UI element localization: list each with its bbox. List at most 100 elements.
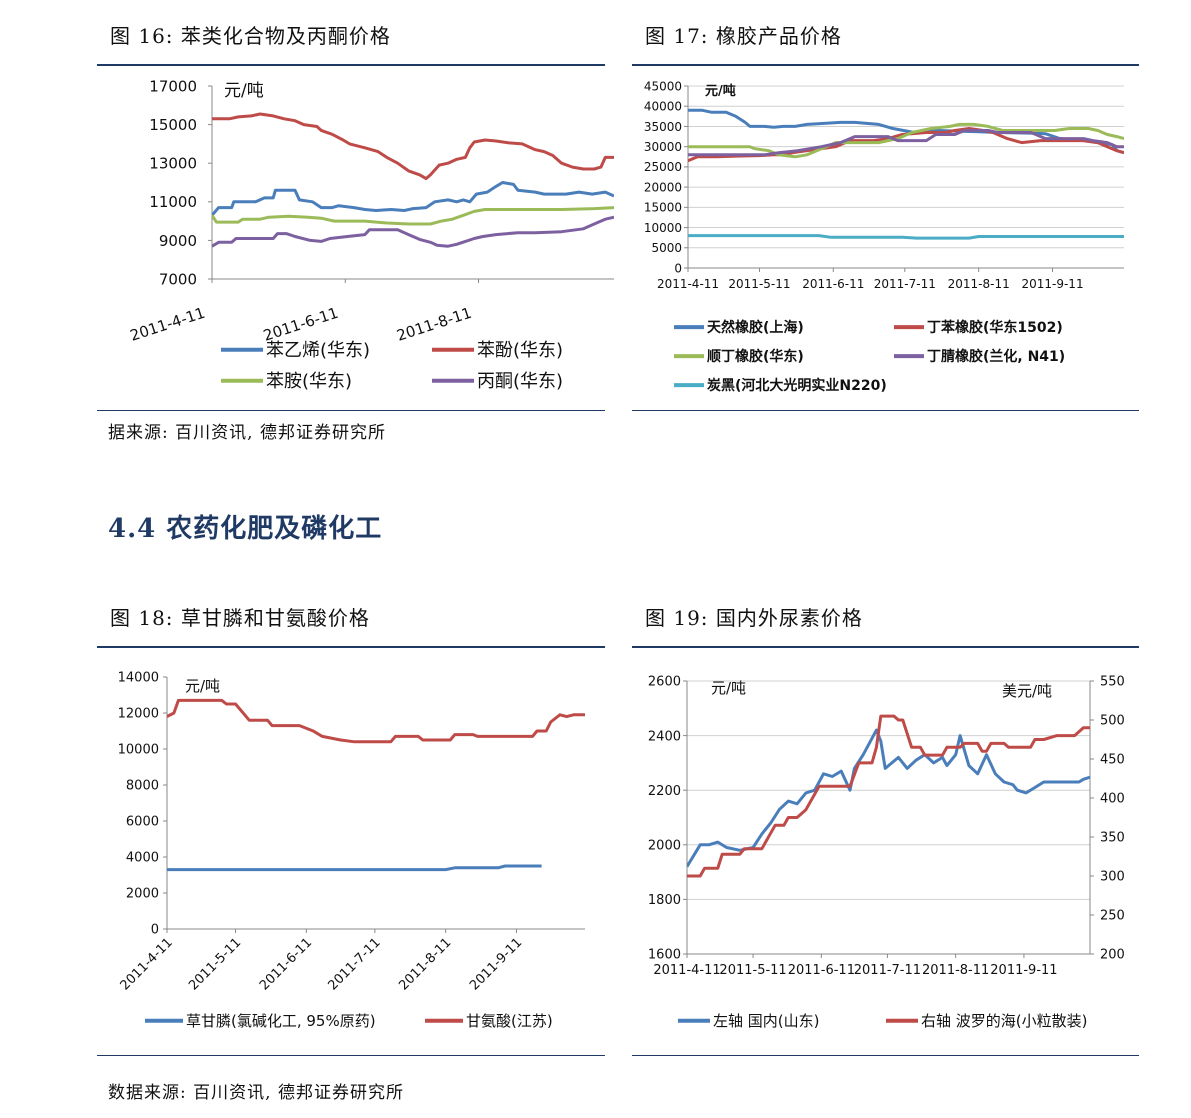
fig17-ytick-label: 25000 [644, 160, 682, 174]
fig16-legend-label: 苯乙烯(华东) [266, 340, 370, 361]
fig19-ytick-right-label: 350 [1100, 831, 1125, 846]
fig19-ytick-label: 1600 [648, 948, 681, 963]
fig19-legend-label: 右轴 波罗的海(小粒散装) [921, 1012, 1087, 1030]
fig16-plot: 7000 9000 11000 13000 15000 17000 2011-4-11 201… [128, 77, 614, 345]
fig18-xtick-label: 2011-7-11 [326, 935, 384, 993]
fig17-ytick-label: 10000 [644, 221, 682, 235]
fig18-ytick-label: 12000 [118, 707, 159, 722]
fig16-title: 图 16: 苯类化合物及丙酮价格 [110, 24, 391, 48]
fig19-xtick-label: 2011-4-11 [653, 963, 720, 978]
fig16-ytick-label: 9000 [159, 232, 197, 250]
fig17-ytick-label: 20000 [644, 180, 682, 194]
fig16-ytick-label: 7000 [159, 270, 197, 288]
fig17-xtick-label: 2011-7-11 [874, 277, 936, 291]
fig19-xtick-label: 2011-5-11 [719, 963, 786, 978]
fig17-ytick-label: 30000 [644, 140, 682, 154]
fig17-xtick-label: 2011-5-11 [728, 277, 790, 291]
fig19-bottom-rule [632, 1055, 1139, 1056]
fig19-series-line-1 [687, 714, 1090, 878]
fig18-xtick-label: 2011-4-11 [118, 935, 176, 993]
fig18-top-rule [97, 646, 605, 648]
fig16-unit-label: 元/吨 [224, 81, 264, 101]
fig17-plot: 0 5000 10000 15000 20000 25000 30000 35000 40000… [644, 79, 1124, 291]
fig18-bottom-rule [97, 1055, 605, 1056]
fig16-svg: 7000 9000 11000 13000 15000 17000 2011-4-11 201… [128, 77, 614, 392]
fig17-xtick-label: 2011-6-11 [802, 277, 864, 291]
fig16-ytick-label: 11000 [149, 193, 197, 211]
fig19-ytick-right-label: 300 [1100, 870, 1125, 885]
fig19-ytick-right-label: 400 [1100, 792, 1125, 807]
fig19-title: 图 19: 国内外尿素价格 [645, 606, 863, 630]
fig18-chart: 0 2000 4000 6000 8000 10000 12000 14000 2011-4-1… [97, 648, 605, 1052]
fig17-ytick-label: 40000 [644, 100, 682, 114]
fig19-ytick-label: 2400 [648, 729, 681, 744]
fig18-source: 数据来源: 百川资讯, 德邦证券研究所 [108, 1083, 404, 1103]
fig16-ytick-label: 15000 [149, 116, 197, 134]
fig19-ytick-right-label: 550 [1100, 675, 1125, 690]
fig19-chart: 1600 1800 2000 2200 2400 2600 200 250 300 350 400 4… [632, 648, 1139, 1052]
fig19-xtick-label: 2011-9-11 [990, 963, 1057, 978]
fig18-ytick-label: 14000 [118, 671, 159, 686]
fig16-ytick-label: 13000 [149, 155, 197, 173]
fig16-legend-label: 苯胺(华东) [266, 371, 352, 392]
fig17-legend-label: 丁腈橡胶(兰化, N41) [927, 348, 1065, 365]
fig19-ytick-right-label: 250 [1100, 909, 1125, 924]
fig19-ytick-label: 2200 [648, 784, 681, 799]
fig18-xtick-label: 2011-8-11 [396, 935, 454, 993]
fig19-ytick-right-label: 500 [1100, 714, 1125, 729]
fig17-unit-label: 元/吨 [705, 83, 736, 99]
fig19-ytick-label: 2600 [648, 675, 681, 690]
fig19-ytick-label: 1800 [648, 893, 681, 908]
fig17-bottom-rule [632, 410, 1139, 411]
fig18-legend-label: 甘氨酸(江苏) [466, 1012, 553, 1030]
fig16-chart: 7000 9000 11000 13000 15000 17000 2011-4-11 201… [97, 66, 617, 408]
fig16-legend-label: 苯酚(华东) [477, 340, 563, 361]
fig17-ytick-label: 15000 [644, 201, 682, 215]
fig18-ytick-label: 4000 [126, 851, 159, 866]
fig16-top-rule [97, 64, 605, 66]
fig18-ytick-label: 0 [151, 923, 159, 938]
fig17-legend-label: 炭黑(河北大光明实业N220) [707, 377, 887, 394]
fig19-xtick-label: 2011-8-11 [922, 963, 989, 978]
fig18-xtick-label: 2011-9-11 [467, 935, 525, 993]
fig17-legend-label: 天然橡胶(上海) [707, 319, 804, 336]
fig17-ytick-label: 35000 [644, 120, 682, 134]
fig17-legend: 天然橡胶(上海) 丁苯橡胶(华东1502) 顺丁橡胶(华东) 丁腈橡胶(兰化, N41… [674, 319, 1065, 394]
fig17-top-rule [632, 64, 1139, 66]
fig17-legend-label: 丁苯橡胶(华东1502) [927, 319, 1063, 336]
fig19-ytick-right-label: 450 [1100, 753, 1125, 768]
fig19-xtick-label: 2011-7-11 [854, 963, 921, 978]
fig17-chart: 0 5000 10000 15000 20000 25000 30000 35000 40000… [632, 66, 1139, 408]
fig17-title: 图 17: 橡胶产品价格 [645, 24, 842, 48]
fig17-legend-label: 顺丁橡胶(华东) [707, 348, 804, 365]
section-heading: 4.4 农药化肥及磷化工 [108, 514, 383, 544]
fig19-svg: 1600 1800 2000 2200 2400 2600 200 250 300 350 400 4… [648, 675, 1125, 1030]
fig18-ytick-label: 2000 [126, 887, 159, 902]
fig19-ytick-right-label: 200 [1100, 948, 1125, 963]
fig16-series-line-1 [212, 112, 614, 181]
fig19-xtick-label: 2011-6-11 [788, 963, 855, 978]
fig18-series-line-1 [167, 698, 585, 744]
fig17-ytick-label: 0 [674, 261, 682, 275]
fig19-unit-right-label: 美元/吨 [1002, 682, 1052, 700]
fig16-xtick-label: 2011-8-11 [394, 304, 473, 345]
fig18-series-line-0 [167, 864, 542, 872]
fig17-series-line-4 [688, 234, 1124, 240]
fig18-ytick-label: 6000 [126, 815, 159, 830]
fig18-ytick-label: 8000 [126, 779, 159, 794]
fig16-ytick-label: 17000 [149, 77, 197, 95]
fig16-series-line-2 [212, 206, 614, 226]
fig18-unit-label: 元/吨 [185, 677, 220, 695]
fig19-plot: 1600 1800 2000 2200 2400 2600 200 250 300 350 400 4… [648, 675, 1125, 978]
fig16-xtick-label: 2011-6-11 [261, 304, 340, 345]
fig18-legend: 草甘膦(氯碱化工, 95%原药) 甘氨酸(江苏) [145, 1012, 553, 1030]
fig17-xtick-label: 2011-4-11 [657, 277, 719, 291]
fig19-legend-label: 左轴 国内(山东) [713, 1012, 819, 1030]
fig18-xtick-label: 2011-5-11 [186, 935, 244, 993]
fig16-series-line-0 [212, 181, 614, 217]
fig18-legend-label: 草甘膦(氯碱化工, 95%原药) [186, 1012, 376, 1030]
fig17-xtick-label: 2011-8-11 [948, 277, 1010, 291]
fig16-xtick-label: 2011-4-11 [128, 304, 207, 345]
fig19-top-rule [632, 646, 1139, 648]
fig19-unit-label: 元/吨 [711, 679, 746, 697]
